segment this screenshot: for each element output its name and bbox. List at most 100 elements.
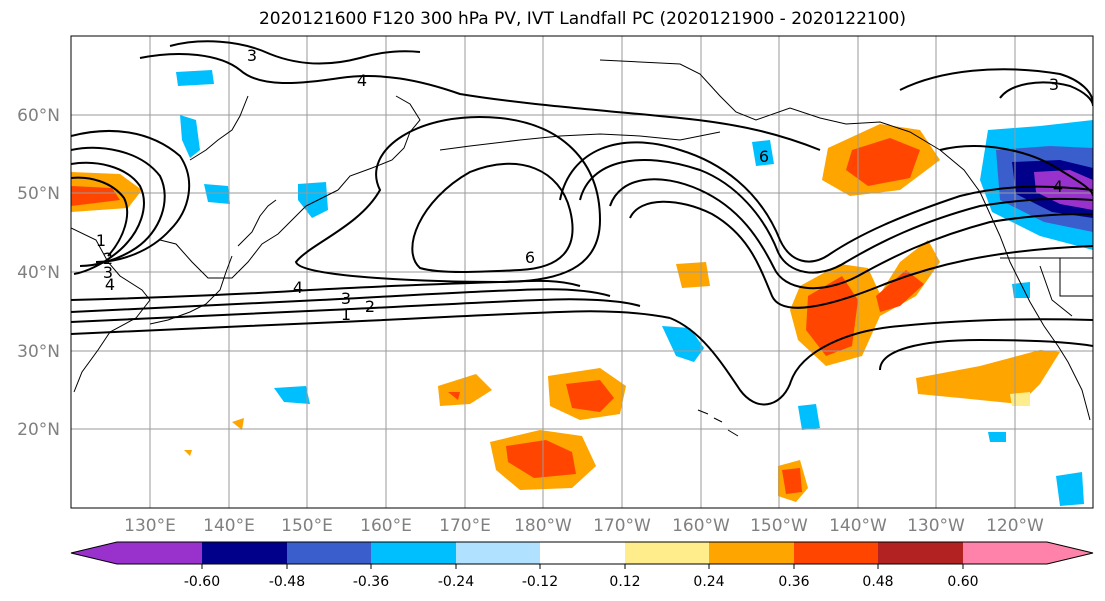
lon-tick-label: 140°W	[829, 516, 887, 536]
contour-label: 3	[103, 263, 113, 282]
kamchatka-coast	[337, 95, 421, 191]
lon-tick-label: 170°W	[593, 516, 651, 536]
colorbar-segment	[456, 542, 540, 564]
pv-contours	[71, 40, 1093, 406]
anomaly-blob-subtropic-2	[274, 386, 310, 404]
lon-tick-label: 180°W	[514, 516, 572, 536]
contour-trough-4	[629, 200, 1093, 309]
anomaly-blob-ne-pacific-1	[752, 140, 774, 166]
anomaly-blob-asia-inner	[71, 186, 120, 206]
contour-4-north	[139, 53, 821, 151]
colorbar-tick-label: 0.60	[947, 574, 978, 590]
japan-coast	[149, 199, 277, 325]
lon-tick-label: 130°E	[124, 516, 176, 536]
colorbar-tick-label: 0.48	[862, 574, 893, 590]
colorbar-segment	[709, 542, 794, 564]
anomaly-blob-nw-pacific-1	[176, 70, 214, 86]
contour-2-asia	[71, 146, 166, 267]
anomaly-blob-small	[988, 432, 1006, 442]
contour-west-coast	[939, 145, 1093, 197]
contour-label: 3	[1049, 75, 1059, 94]
contour-subtropic-loop	[669, 317, 1093, 406]
contour-4-band	[71, 279, 581, 301]
lon-tick-label: 160°W	[672, 516, 730, 536]
alaska-coast	[599, 59, 941, 151]
lon-tick-label: 160°E	[360, 516, 412, 536]
colorbar-tick-label: 0.24	[693, 574, 724, 590]
lon-tick-label: 130°W	[907, 516, 965, 536]
anomaly-blob-speck-3	[448, 392, 460, 400]
contour-trough-3	[609, 178, 1093, 290]
contour-1-band	[71, 310, 671, 335]
colorbar-segment	[287, 542, 371, 564]
map-panel: 3 4 3 6 6 4 4 3 2 1 1 2 3 4	[71, 36, 1093, 508]
contour-trough-1	[559, 141, 1093, 263]
colorbar-tick-label: -0.48	[269, 574, 305, 590]
colorbar-segment	[963, 542, 1047, 564]
contour-label: 1	[341, 305, 351, 324]
contour-label: 4	[105, 275, 115, 294]
colorbar-segments	[117, 542, 1047, 564]
contour-4-ne	[899, 68, 1093, 105]
lat-tick-label: 40°N	[17, 263, 60, 283]
contour-3-north	[169, 40, 421, 65]
asia-coast	[71, 95, 339, 393]
colorbar-segment	[625, 542, 709, 564]
anomaly-blob-nw-pacific-2	[180, 115, 200, 158]
contour-3-band	[71, 288, 611, 313]
contour-2-band	[71, 298, 641, 323]
anomaly-blob-sw-inner	[506, 440, 576, 478]
contour-4-asia	[71, 176, 129, 257]
colorbar-segment	[371, 542, 456, 564]
colorbar-tick-label: -0.36	[353, 574, 389, 590]
contour-label: 6	[759, 147, 769, 166]
colorbar-tick-label: 0.36	[778, 574, 809, 590]
lon-tick-label: 120°W	[986, 516, 1044, 536]
contour-trough-2	[579, 159, 1093, 274]
anomaly-blob-nep-inner-2	[876, 270, 924, 312]
lon-tick-label: 150°W	[750, 516, 808, 536]
contour-label: 3	[341, 289, 351, 308]
anomaly-blob-speck-2	[184, 450, 192, 456]
aleutians	[439, 131, 721, 151]
shading-negative-anomalies	[176, 70, 1093, 506]
anomaly-blob-east-outer	[916, 350, 1060, 404]
lon-tick-labels: 130°E 140°E 150°E 160°E 170°E 180°W 170°…	[124, 516, 1044, 536]
contour-label: 3	[247, 46, 257, 65]
anomaly-blob-nep-inner	[806, 276, 858, 356]
anomaly-blob-nw-pacific-3	[204, 184, 230, 204]
anomaly-blob-east-pale	[1010, 392, 1030, 406]
lon-tick-label: 170°E	[439, 516, 491, 536]
lon-tick-label: 150°E	[281, 516, 333, 536]
na-interior-borders	[1000, 257, 1093, 317]
anomaly-blob-s-inner	[782, 468, 802, 494]
anomaly-blob-central-1-inner	[566, 380, 614, 412]
colorbar-tick-label: 0.12	[609, 574, 640, 590]
lat-tick-label: 50°N	[17, 184, 60, 204]
anomaly-blob-se	[1056, 472, 1084, 506]
hawaii-islands	[697, 409, 739, 437]
colorbar-outline	[70, 541, 1094, 565]
contour-3-ne	[999, 81, 1093, 107]
anomaly-blob-nw-pacific-4	[298, 182, 328, 218]
contour-label: 2	[103, 249, 113, 268]
anomaly-blob-gulf-alaska-inner	[846, 138, 920, 186]
colorbar-segment	[202, 542, 287, 564]
colorbar: -0.60 -0.48 -0.36 -0.24 -0.12 0.12 0.24 …	[70, 541, 1094, 590]
colorbar-tick-labels: -0.60 -0.48 -0.36 -0.24 -0.12 0.12 0.24 …	[184, 574, 979, 590]
anomaly-blob-speck-1	[232, 418, 244, 430]
colorbar-extend-high	[1047, 542, 1093, 564]
map-frame	[70, 35, 1094, 509]
anomaly-blob-dateline-n	[676, 262, 710, 288]
colorbar-segment	[540, 542, 625, 564]
colorbar-tick-label: -0.12	[522, 574, 558, 590]
anomaly-blob-subtropic-1	[662, 326, 704, 362]
contour-subtropic-low	[879, 338, 1093, 371]
contour-label: 4	[293, 278, 303, 297]
anomaly-blob-subtropic-3	[798, 404, 820, 430]
lat-tick-label: 20°N	[17, 420, 60, 440]
shading-positive-anomalies	[71, 124, 1060, 502]
contour-labels: 3 4 3 6 6 4 4 3 2 1 1 2 3 4	[96, 46, 1063, 324]
plot-title: 2020121600 F120 300 hPa PV, IVT Landfall…	[258, 9, 906, 29]
